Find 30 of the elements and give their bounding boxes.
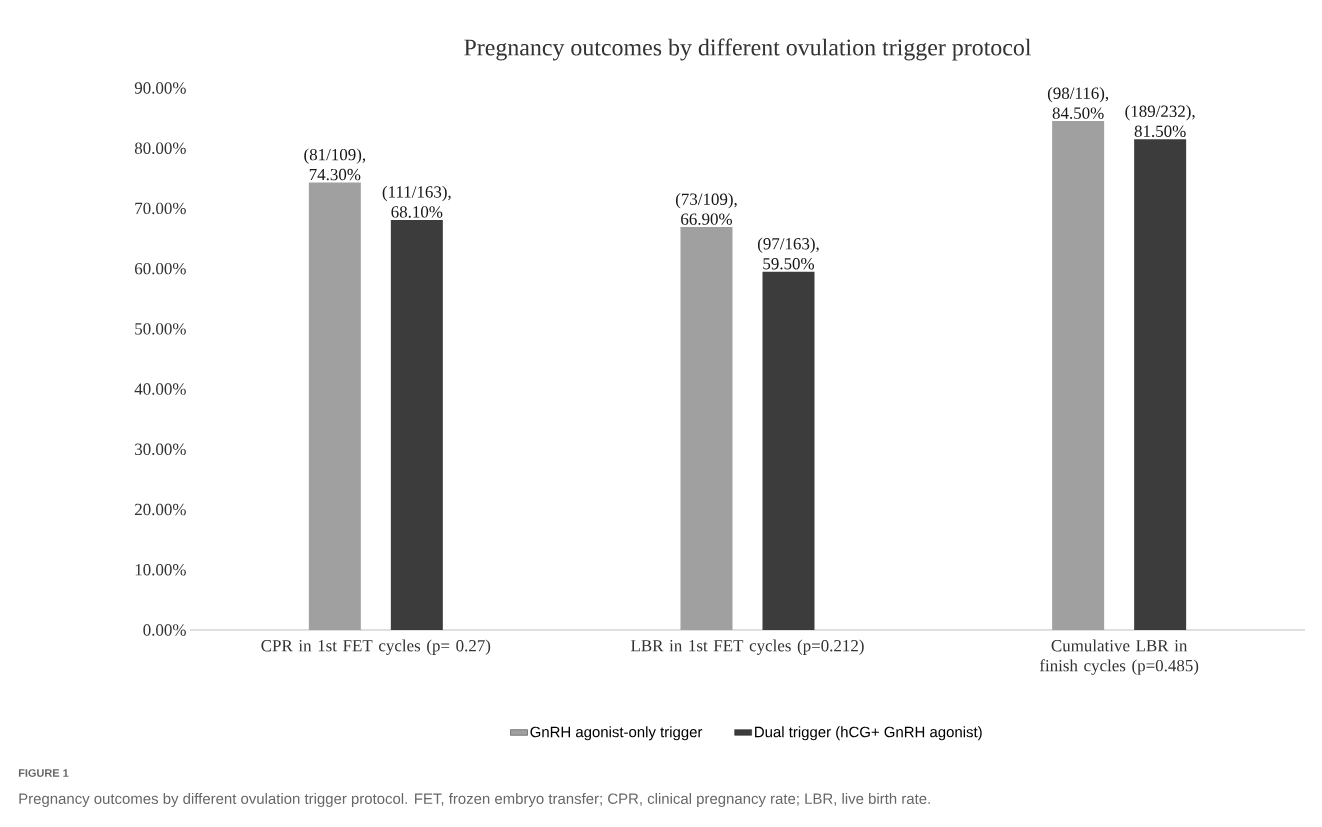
y-tick-label: 30.00%: [135, 443, 186, 456]
data-label: (97/163), 59.50%: [757, 237, 819, 270]
bar: [390, 219, 443, 630]
bar: [308, 182, 361, 630]
y-tick-label: 70.00%: [135, 202, 186, 215]
bar: [1052, 121, 1105, 630]
x-tick-label: Cumulative LBR in finish cycles (p=0.485): [1039, 639, 1199, 675]
y-tick-label: 80.00%: [134, 142, 186, 154]
bar: [762, 271, 815, 630]
x-tick-label: CPR in 1st FET cycles (p= 0.27): [261, 639, 491, 655]
y-tick-label: 10.00%: [135, 564, 186, 576]
chart-title: Pregnancy outcomes by different ovulation trigger protocol: [464, 38, 1032, 61]
legend-label: Dual trigger (hCG+ GnRH agonist): [755, 726, 982, 741]
text: Pregnancy outcomes by different ovulation trigger protocol. FET, frozen embryo transfer; CPR, clinical pregnancy rate; LBR, live birth rate.: [19, 793, 930, 807]
y-tick-label: 40.00%: [134, 383, 186, 395]
data-label: (189/232), 81.50%: [1125, 105, 1195, 137]
data-label: (98/116), 84.50%: [1047, 87, 1109, 119]
bar: [680, 227, 733, 630]
y-tick-label: 0.00%: [143, 624, 186, 636]
data-label: (111/163), 68.10%: [382, 185, 451, 218]
y-tick-label: 90.00%: [134, 82, 186, 94]
data-label: (81/109), 74.30%: [304, 148, 366, 181]
y-tick-label: 50.00%: [135, 323, 186, 335]
bar: [1134, 139, 1187, 630]
legend-label: GnRH agonist-only trigger: [530, 726, 703, 741]
caption: FIGURE 1: [18, 769, 69, 777]
y-tick-label: 60.00%: [135, 262, 186, 275]
y-tick-label: 20.00%: [135, 503, 186, 516]
x-tick-label: LBR in 1st FET cycles (p=0.212): [631, 639, 864, 655]
data-label: (73/109), 66.90%: [675, 192, 737, 225]
